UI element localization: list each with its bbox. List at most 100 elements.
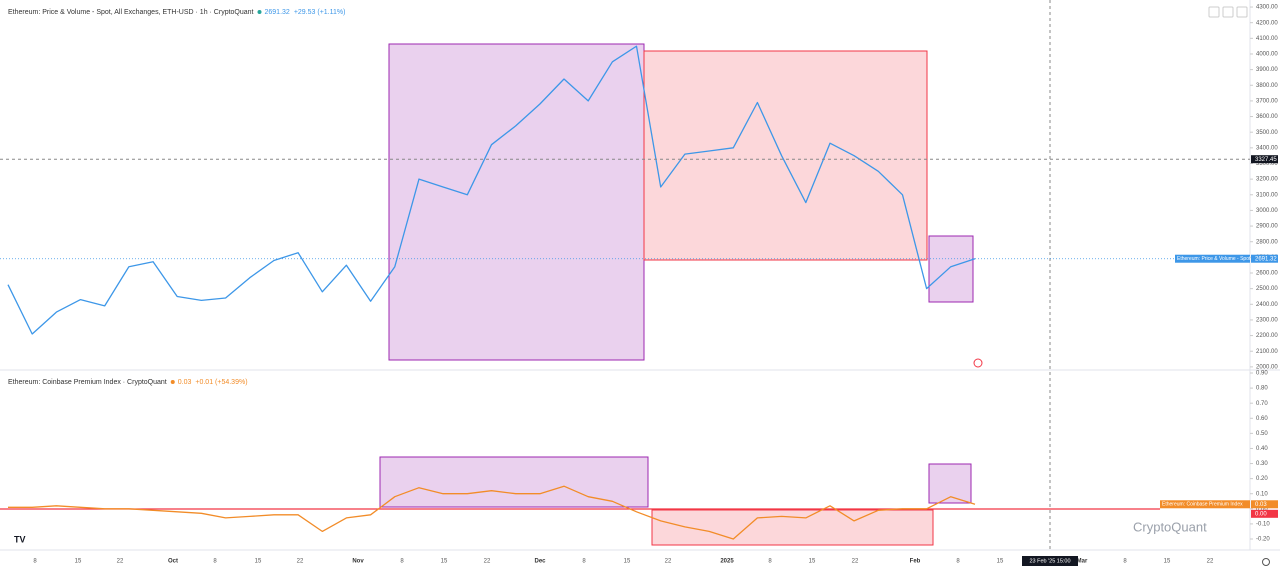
- toolbar: [1208, 6, 1248, 18]
- legend-dot: [170, 380, 175, 384]
- y-tick-label: 2400.00: [1256, 302, 1278, 308]
- x-tick-label: 15: [255, 559, 262, 565]
- legend-title: Ethereum: Coinbase Premium Index · Crypt…: [8, 379, 167, 386]
- x-tick-label: 15: [1164, 559, 1171, 565]
- x-tick-label: Nov: [352, 559, 364, 565]
- x-tick-label: 22: [665, 559, 672, 565]
- y-tick-label: 0.80: [1256, 386, 1268, 392]
- y-tick-label: 0.70: [1256, 401, 1268, 407]
- x-tick-label: Dec: [534, 559, 546, 565]
- x-tick-label: 22: [297, 559, 304, 565]
- button[interactable]: [1236, 6, 1248, 18]
- value-tag: [1251, 500, 1278, 509]
- highlight-box: [643, 50, 928, 261]
- x-tick-label: Feb: [910, 559, 921, 565]
- y-tick-label: 2600.00: [1256, 271, 1278, 277]
- x-tick-label: 8: [213, 559, 217, 565]
- legend-change: +0.01 (+54.39%): [195, 379, 247, 386]
- series-tag-label: Ethereum: Coinbase Premium Index: [1162, 502, 1243, 508]
- y-tick-label: 3000.00: [1256, 208, 1278, 214]
- alert-icon: [973, 358, 983, 368]
- zero-tag: [1251, 509, 1278, 518]
- y-tick-label: 3800.00: [1256, 83, 1278, 89]
- button[interactable]: [1222, 6, 1234, 18]
- x-tick-label: 8: [768, 559, 772, 565]
- y-tick-label: 3900.00: [1256, 67, 1278, 73]
- value-tag: [1251, 254, 1278, 263]
- y-tick-label: 3400.00: [1256, 145, 1278, 151]
- series-tag-label: Ethereum: Price & Volume - Spot, All ...: [1177, 256, 1264, 262]
- x-tick-label: 22: [852, 559, 859, 565]
- y-tick-label: 3300.00: [1256, 161, 1278, 167]
- legend-dot: [257, 10, 262, 14]
- y-tick-label: 3500.00: [1256, 130, 1278, 136]
- legend-value: 0.03: [178, 379, 192, 386]
- x-tick-label: 15: [624, 559, 631, 565]
- x-tick-label: 15: [75, 559, 82, 565]
- y-tick-label: 4000.00: [1256, 52, 1278, 58]
- x-tick-label: 8: [400, 559, 404, 565]
- y-tick-label: 0.50: [1256, 431, 1268, 437]
- y-tick-label: 4300.00: [1256, 5, 1278, 11]
- y-tick-label: 2000.00: [1256, 364, 1278, 370]
- x-tick-label: 15: [441, 559, 448, 565]
- y-tick-label: 0.10: [1256, 491, 1268, 497]
- y-tick-label: 2300.00: [1256, 318, 1278, 324]
- x-tick-label: 15: [809, 559, 816, 565]
- y-tick-label: 2900.00: [1256, 224, 1278, 230]
- x-tick-label: 22: [1207, 559, 1214, 565]
- button[interactable]: [1208, 6, 1220, 18]
- y-tick-label: 2500.00: [1256, 286, 1278, 292]
- y-tick-label: 4100.00: [1256, 36, 1278, 42]
- series-tag: [1160, 500, 1250, 509]
- data-line: [8, 485, 976, 540]
- highlight-box: [379, 456, 649, 508]
- y-tick-label: 3700.00: [1256, 98, 1278, 104]
- x-tick-label: 8: [956, 559, 960, 565]
- y-tick-label: -0.20: [1256, 537, 1270, 543]
- x-tick-label: 8: [33, 559, 37, 565]
- y-tick-label: 3100.00: [1256, 192, 1278, 198]
- legend-title: Ethereum: Price & Volume - Spot, All Exc…: [8, 9, 254, 16]
- crosshair-x-label: 23 Feb '25 15:00: [1029, 558, 1070, 564]
- watermark: CryptoQuant: [1133, 519, 1207, 534]
- legend-change: +29.53 (+1.11%): [294, 9, 346, 16]
- x-tick-label: Oct: [168, 559, 178, 565]
- y-tick-label: 3200.00: [1256, 177, 1278, 183]
- highlight-box: [388, 43, 645, 361]
- crosshair-tag: [1251, 155, 1278, 164]
- value-tag-label: 2691.32: [1255, 256, 1277, 262]
- x-tick-label: 22: [484, 559, 491, 565]
- y-tick-label: 0.90: [1256, 371, 1268, 377]
- y-tick-label: 2100.00: [1256, 349, 1278, 355]
- x-tick-label: 15: [997, 559, 1004, 565]
- y-tick-label: 0.40: [1256, 446, 1268, 452]
- highlight-box: [928, 235, 974, 303]
- settings-icon[interactable]: [1262, 558, 1270, 566]
- x-tick-label: 8: [1123, 559, 1127, 565]
- x-tick-label: 8: [582, 559, 586, 565]
- x-tick-label: 2025: [720, 559, 734, 565]
- x-tick-label: Mar: [1077, 559, 1088, 565]
- highlight-box: [651, 509, 934, 546]
- zero-tag-label: 0.00: [1255, 511, 1267, 517]
- y-tick-label: 2200.00: [1256, 333, 1278, 339]
- y-tick-label: 2800.00: [1256, 239, 1278, 245]
- tv-logo: TV: [14, 534, 26, 544]
- data-line: [7, 45, 976, 335]
- crosshair-x-tag: [1022, 556, 1078, 566]
- value-tag-label: 0.03: [1255, 502, 1267, 508]
- x-tick-label: 22: [117, 559, 124, 565]
- crosshair-tag-label: 3327.45: [1255, 157, 1277, 163]
- legend-value: 2691.32: [265, 9, 290, 16]
- y-tick-label: 0.20: [1256, 476, 1268, 482]
- y-tick-label: 0.60: [1256, 416, 1268, 422]
- y-tick-label: 3600.00: [1256, 114, 1278, 120]
- y-tick-label: 0.30: [1256, 461, 1268, 467]
- y-tick-label: 0.00: [1256, 506, 1268, 512]
- series-tag: [1175, 254, 1250, 263]
- y-tick-label: -0.10: [1256, 521, 1270, 527]
